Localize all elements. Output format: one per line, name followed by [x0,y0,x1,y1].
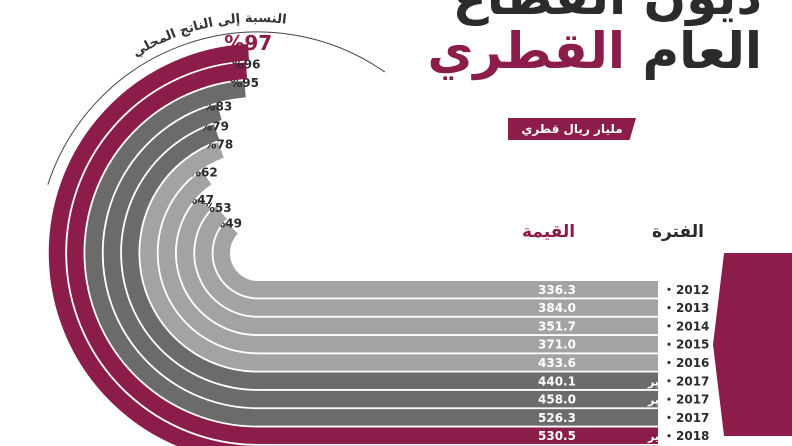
bar-year-label: 2013 [676,301,709,315]
unit-badge: مليار ريال قطري [508,118,636,140]
bar-bullet [667,397,671,401]
radial-bar [158,170,658,353]
right-accent-block [713,253,792,436]
bar-value-label: 526.3 [538,411,576,425]
bar-value-label: 433.6 [538,356,576,370]
bar-year-label: 2012 [676,283,709,297]
bar-year-label: 2018 [676,429,709,443]
bar-bullet [667,287,671,291]
bar-value-label: 371.0 [538,338,576,352]
bar-year-label: 2017 [676,393,709,407]
radial-bar [85,80,658,426]
title-line2-prefix: العام [625,22,762,80]
radial-bar [176,198,658,335]
bar-month-label: فبراير [647,394,681,407]
bar-year-label: 2015 [676,338,709,352]
page-title-line1: ديون القطاع [453,0,762,26]
bar-value-label: 458.0 [538,393,576,407]
radial-bar [140,142,658,371]
column-header-period: الفترة [652,222,704,242]
bar-bullet [667,306,671,310]
bar-bullet [667,324,671,328]
bar-value-label: 440.1 [538,374,576,388]
column-header-value: القيمة [522,222,576,242]
radial-bar [103,104,658,408]
bar-month-label: يناير [647,430,672,443]
page-title-line2: العام القطري [427,22,762,80]
bar-value-label: 530.5 [538,429,576,443]
radial-bar [213,222,658,298]
bar-percent-label: %53 [203,201,232,215]
radial-bar [121,124,658,390]
bar-value-label: 336.3 [538,283,576,297]
bar-bullet [667,415,671,419]
bar-year-label: 2016 [676,356,709,370]
radial-bar [195,206,658,316]
radial-bar [67,62,658,444]
bar-year-label: 2014 [676,319,709,333]
radial-bar [48,43,658,446]
bar-year-label: 2017 [676,374,709,388]
bar-bullet [667,360,671,365]
arc-axis-guide [47,31,386,185]
bar-bullet [667,379,671,383]
bar-value-label: 384.0 [538,301,576,315]
bar-bullet [667,342,671,346]
bar-value-label: 351.7 [538,319,576,333]
bar-bullet [667,434,671,438]
bar-month-label: يناير [647,375,672,388]
bar-percent-label: %97 [224,31,272,55]
bar-year-label: 2017 [676,411,709,425]
title-line2-accent: القطري [427,22,626,80]
